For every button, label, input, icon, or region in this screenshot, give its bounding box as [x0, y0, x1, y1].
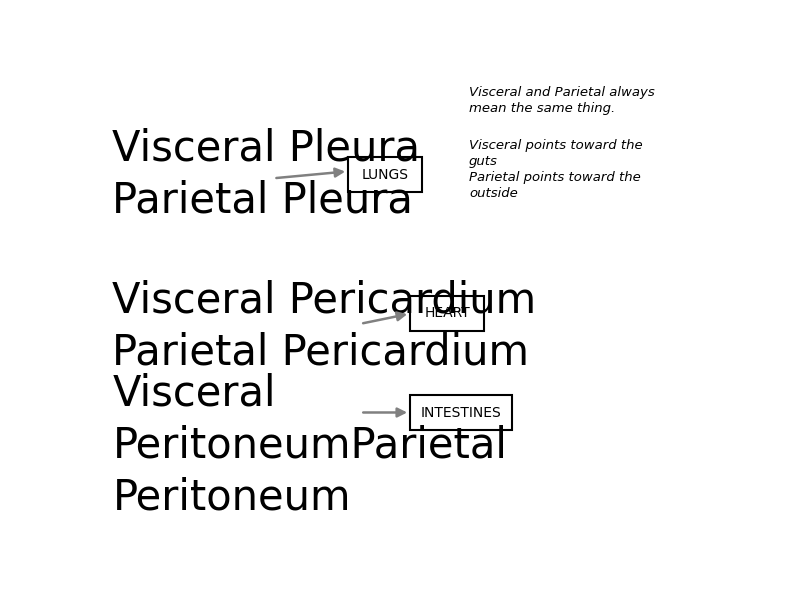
Text: Visceral
PeritoneumParietal
Peritoneum: Visceral PeritoneumParietal Peritoneum: [112, 372, 507, 518]
Text: HEART: HEART: [424, 307, 470, 320]
Text: INTESTINES: INTESTINES: [421, 406, 502, 420]
FancyBboxPatch shape: [410, 296, 485, 331]
FancyBboxPatch shape: [410, 395, 512, 430]
FancyBboxPatch shape: [348, 157, 422, 192]
Text: Visceral and Parietal always
mean the same thing.: Visceral and Parietal always mean the sa…: [469, 86, 654, 115]
Text: LUNGS: LUNGS: [362, 168, 409, 182]
Text: Visceral Pericardium
Parietal Pericardium: Visceral Pericardium Parietal Pericardiu…: [112, 280, 537, 374]
Text: Visceral Pleura
Parietal Pleura: Visceral Pleura Parietal Pleura: [112, 127, 421, 221]
Text: Visceral points toward the
guts
Parietal points toward the
outside: Visceral points toward the guts Parietal…: [469, 139, 642, 200]
